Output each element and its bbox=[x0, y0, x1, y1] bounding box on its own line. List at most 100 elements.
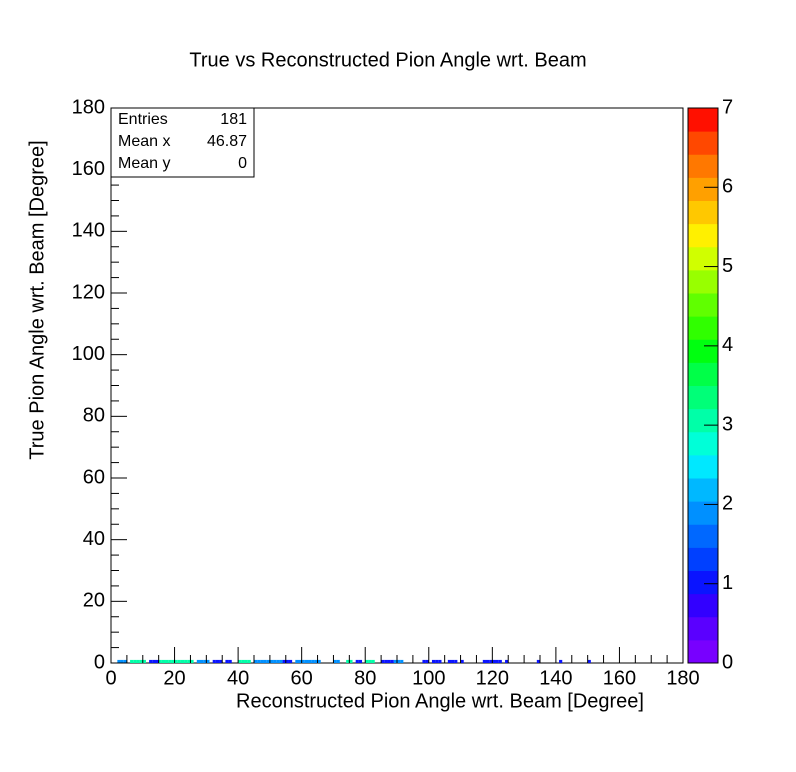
cell bbox=[425, 659, 429, 663]
cell bbox=[288, 659, 293, 663]
y-tick-label: 180 bbox=[72, 96, 105, 118]
y-tick-label: 80 bbox=[83, 405, 105, 427]
colorbar-band bbox=[688, 593, 718, 618]
cell bbox=[260, 659, 264, 663]
x-tick-label: 140 bbox=[539, 667, 572, 689]
colorbar-band bbox=[688, 131, 718, 155]
cell bbox=[301, 659, 305, 663]
cell bbox=[165, 659, 169, 663]
y-tick-label: 40 bbox=[83, 528, 105, 550]
stats-value: 181 bbox=[220, 111, 247, 128]
z-tick-label: 5 bbox=[722, 255, 733, 277]
x-tick-label: 60 bbox=[291, 667, 313, 689]
cell bbox=[371, 659, 375, 663]
cell bbox=[489, 659, 493, 663]
cell bbox=[241, 659, 245, 663]
y-tick-label: 20 bbox=[83, 590, 105, 612]
cell bbox=[263, 659, 267, 663]
cell bbox=[422, 659, 426, 663]
cell bbox=[199, 659, 204, 663]
x-tick-label: 0 bbox=[105, 667, 116, 689]
cell bbox=[349, 659, 353, 663]
cell bbox=[212, 659, 216, 663]
colorbar-band bbox=[688, 524, 718, 548]
cell bbox=[238, 659, 242, 663]
cell bbox=[397, 659, 401, 663]
cell bbox=[333, 659, 337, 663]
cell bbox=[365, 659, 369, 663]
cell bbox=[400, 659, 404, 663]
y-tick-label: 120 bbox=[72, 281, 105, 303]
cell bbox=[482, 659, 486, 663]
cell bbox=[254, 659, 258, 663]
cell bbox=[120, 659, 124, 663]
cell bbox=[355, 659, 359, 663]
colorbar-band bbox=[688, 246, 718, 271]
cell bbox=[308, 659, 312, 663]
cell bbox=[454, 659, 458, 663]
cell bbox=[139, 659, 143, 663]
cell bbox=[536, 659, 540, 663]
cell bbox=[247, 659, 251, 663]
cell bbox=[133, 659, 137, 663]
colorbar-band bbox=[688, 223, 718, 248]
cell bbox=[149, 659, 153, 663]
cell bbox=[187, 659, 191, 663]
cell bbox=[269, 659, 274, 663]
stats-box bbox=[110, 107, 255, 178]
cell bbox=[244, 659, 248, 663]
cell bbox=[314, 659, 318, 663]
cell bbox=[155, 659, 159, 663]
z-tick-label: 7 bbox=[722, 96, 733, 118]
cell bbox=[203, 659, 207, 663]
plot-frame bbox=[110, 107, 684, 664]
x-tick-label: 100 bbox=[412, 667, 445, 689]
colorbar-band bbox=[688, 547, 718, 571]
colorbar-band bbox=[688, 316, 718, 340]
cell bbox=[431, 659, 436, 663]
cell bbox=[295, 659, 299, 663]
cell bbox=[495, 659, 499, 663]
cell bbox=[158, 659, 162, 663]
cell bbox=[180, 659, 185, 663]
x-tick-label: 120 bbox=[476, 667, 509, 689]
colorbar-band bbox=[688, 362, 718, 386]
cell bbox=[117, 659, 121, 663]
cell bbox=[485, 659, 490, 663]
cell bbox=[358, 659, 363, 663]
cell bbox=[282, 659, 286, 663]
cell bbox=[273, 659, 277, 663]
cell bbox=[393, 659, 397, 663]
colorbar-band bbox=[688, 570, 718, 595]
cell bbox=[266, 659, 270, 663]
colorbar-band bbox=[688, 639, 718, 664]
colorbar-band bbox=[688, 108, 718, 132]
colorbar-frame bbox=[687, 107, 719, 664]
z-tick-label: 1 bbox=[722, 572, 733, 594]
cell bbox=[130, 659, 134, 663]
y-tick-label: 60 bbox=[83, 466, 105, 488]
cell bbox=[276, 659, 280, 663]
chart-title: True vs Reconstructed Pion Angle wrt. Be… bbox=[189, 49, 586, 71]
y-axis-title: True Pion Angle wrt. Beam [Degree] bbox=[26, 140, 48, 459]
z-tick-label: 4 bbox=[722, 334, 733, 356]
cell bbox=[317, 659, 321, 663]
x-tick-label: 20 bbox=[163, 667, 185, 689]
colorbar-band bbox=[688, 200, 718, 225]
z-tick-label: 0 bbox=[722, 651, 733, 673]
colorbar-band bbox=[688, 177, 718, 201]
cell bbox=[225, 659, 229, 663]
x-tick-label: 180 bbox=[666, 667, 699, 689]
cell bbox=[505, 659, 509, 663]
cell bbox=[190, 659, 194, 663]
cell bbox=[257, 659, 261, 663]
cell bbox=[136, 659, 140, 663]
cell bbox=[447, 659, 452, 663]
z-tick-label: 2 bbox=[722, 493, 733, 515]
cell bbox=[177, 659, 181, 663]
cell bbox=[336, 659, 340, 663]
stats-label: Entries bbox=[118, 111, 168, 128]
y-tick-label: 140 bbox=[72, 220, 105, 242]
cell bbox=[152, 659, 156, 663]
